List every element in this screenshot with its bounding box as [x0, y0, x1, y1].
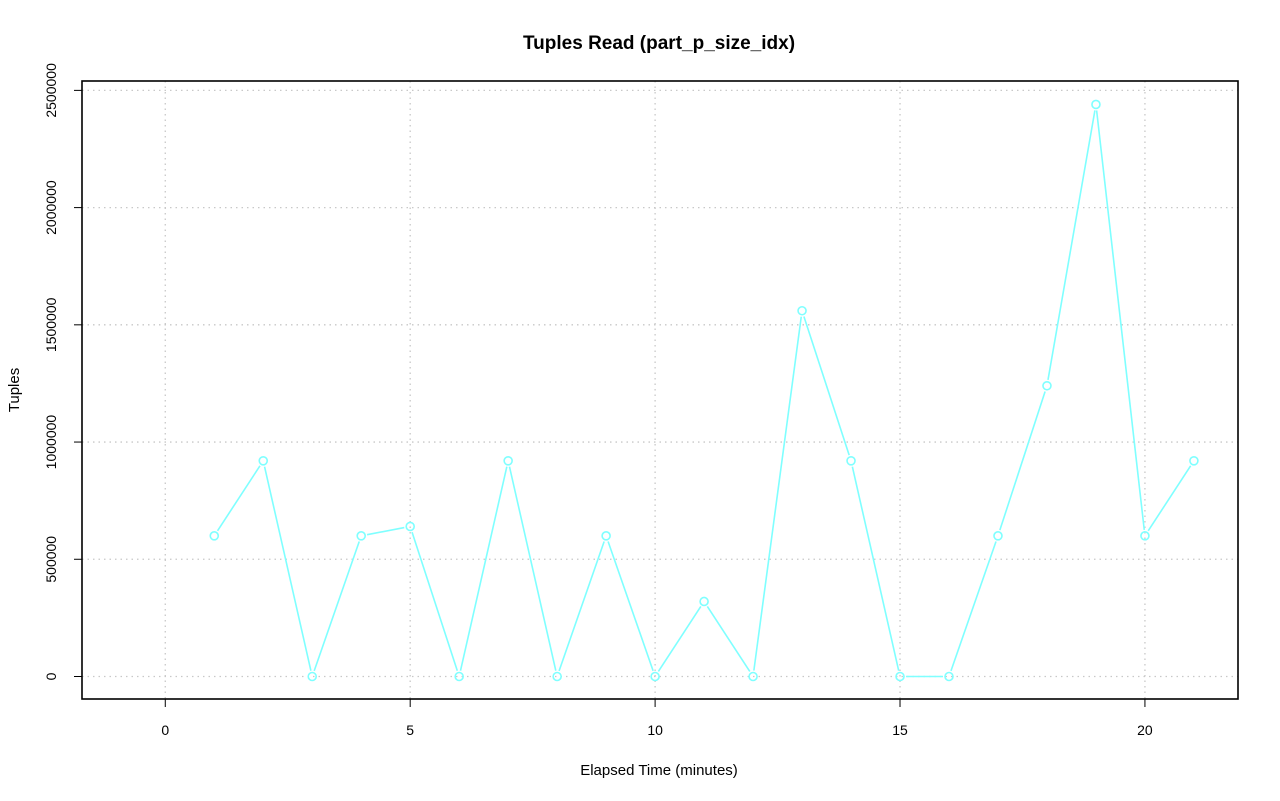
chart-title: Tuples Read (part_p_size_idx) [523, 33, 795, 54]
y-tick-label: 0 [43, 672, 59, 680]
series-line-segment [999, 391, 1046, 531]
series-line-segment [411, 531, 459, 672]
data-point [307, 671, 318, 682]
data-point [944, 671, 954, 682]
data-point [1091, 99, 1101, 110]
series-line-segment [216, 465, 261, 532]
data-series [209, 99, 1199, 682]
series-line-segment [607, 541, 654, 672]
series-line-segment [803, 316, 850, 456]
data-point [1189, 456, 1199, 466]
data-point [993, 531, 1003, 541]
series-line-segment [950, 541, 997, 672]
data-point [895, 671, 905, 682]
series-line-segment [1147, 465, 1192, 532]
data-point [503, 456, 513, 466]
data-point [601, 531, 611, 541]
y-tick-label: 500000 [43, 536, 59, 583]
data-point [699, 596, 709, 607]
plot-area-frame [81, 80, 1239, 700]
series-line-segment [657, 606, 702, 672]
series-line-segment [1047, 110, 1096, 381]
y-tick-label: 2000000 [43, 180, 59, 235]
series-line-segment [1095, 110, 1146, 530]
series-line-segment [851, 466, 900, 671]
data-point [1042, 380, 1052, 391]
data-point [797, 305, 807, 316]
y-axis: 0 500000 1000000 1500000 2000000 2500000 [43, 63, 82, 680]
x-axis: 0 5 10 15 20 [161, 699, 1153, 738]
x-tick-label: 20 [1137, 722, 1153, 738]
series-line-segment [313, 541, 360, 672]
y-axis-label: Tuples [6, 368, 23, 412]
series-line-segment [706, 606, 751, 672]
series-line-segment [508, 466, 557, 671]
data-point [258, 456, 269, 466]
data-point [405, 521, 415, 532]
data-point [1140, 531, 1150, 541]
series-line-segment [459, 466, 508, 671]
x-tick-label: 10 [647, 722, 663, 738]
x-axis-label: Elapsed Time (minutes) [580, 762, 738, 779]
grid-lines [82, 81, 1238, 699]
data-point [552, 671, 562, 682]
series-line-segment [558, 541, 605, 672]
data-point [748, 671, 758, 682]
data-point [356, 531, 367, 541]
y-tick-label: 2500000 [43, 63, 59, 118]
series-line-segment [753, 316, 803, 671]
y-tick-label: 1000000 [43, 415, 59, 470]
y-tick-label: 1500000 [43, 297, 59, 352]
data-point [209, 531, 220, 541]
series-0 [209, 99, 1199, 682]
x-tick-label: 5 [406, 722, 414, 738]
x-tick-label: 0 [161, 722, 169, 738]
data-point [454, 671, 464, 682]
data-point [846, 456, 856, 466]
series-line-segment [366, 526, 405, 536]
series-line-segment [263, 466, 312, 671]
data-point [650, 671, 660, 682]
x-tick-label: 15 [892, 722, 908, 738]
